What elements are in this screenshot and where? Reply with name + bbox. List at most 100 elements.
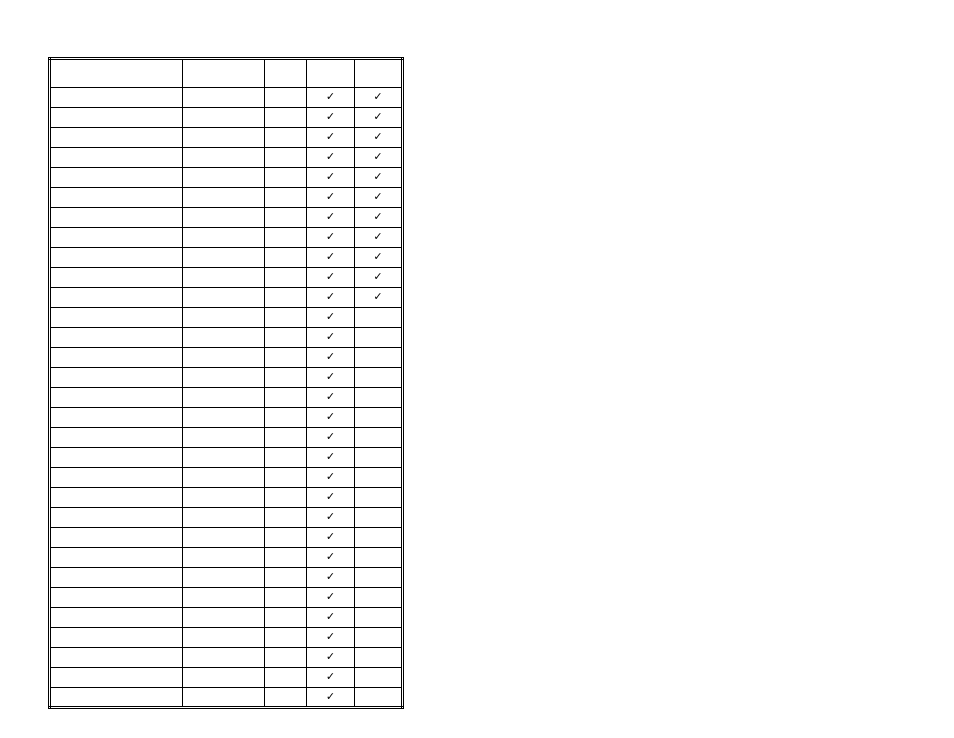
check-icon: ✓ (326, 291, 335, 303)
table-cell (265, 668, 307, 688)
table-cell (183, 528, 265, 548)
table-cell (183, 668, 265, 688)
table-cell (183, 588, 265, 608)
check-cell: ✓ (307, 588, 355, 608)
table-cell (50, 568, 183, 588)
table-row: ✓✓ (50, 228, 403, 248)
table-cell (183, 368, 265, 388)
table-body: ✓✓✓✓✓✓✓✓✓✓✓✓✓✓✓✓✓✓✓✓✓✓✓✓✓✓✓✓✓✓✓✓✓✓✓✓✓✓✓✓… (50, 88, 403, 708)
table-cell (265, 368, 307, 388)
check-cell: ✓ (355, 228, 403, 248)
check-icon: ✓ (373, 131, 382, 143)
check-cell: ✓ (307, 308, 355, 328)
table-cell (265, 608, 307, 628)
check-cell: ✓ (355, 188, 403, 208)
table-row: ✓ (50, 588, 403, 608)
check-cell: ✓ (307, 548, 355, 568)
check-cell (355, 688, 403, 708)
table-cell (50, 88, 183, 108)
check-cell: ✓ (307, 648, 355, 668)
table-cell (265, 568, 307, 588)
table-cell (50, 228, 183, 248)
table-cell (183, 228, 265, 248)
table-row: ✓ (50, 448, 403, 468)
table-cell (50, 608, 183, 628)
check-cell: ✓ (355, 88, 403, 108)
table-cell (265, 308, 307, 328)
check-icon: ✓ (373, 191, 382, 203)
table-row: ✓✓ (50, 188, 403, 208)
check-cell (355, 488, 403, 508)
table-cell (265, 328, 307, 348)
column-header (265, 59, 307, 88)
table-row: ✓ (50, 648, 403, 668)
check-icon: ✓ (326, 311, 335, 323)
check-icon: ✓ (326, 391, 335, 403)
check-cell (355, 508, 403, 528)
check-cell: ✓ (307, 328, 355, 348)
table-cell (183, 188, 265, 208)
table-cell (265, 168, 307, 188)
check-icon: ✓ (326, 131, 335, 143)
table-cell (50, 448, 183, 468)
check-cell: ✓ (307, 428, 355, 448)
check-cell: ✓ (307, 528, 355, 548)
table-cell (183, 328, 265, 348)
table-cell (50, 388, 183, 408)
check-icon: ✓ (326, 231, 335, 243)
table-cell (183, 448, 265, 468)
check-cell: ✓ (307, 508, 355, 528)
table-cell (265, 148, 307, 168)
table-cell (183, 428, 265, 448)
check-icon: ✓ (373, 251, 382, 263)
table-cell (183, 628, 265, 648)
check-icon: ✓ (326, 271, 335, 283)
check-cell: ✓ (307, 208, 355, 228)
table-cell (50, 168, 183, 188)
check-icon: ✓ (326, 431, 335, 443)
table-cell (50, 108, 183, 128)
table-row: ✓ (50, 428, 403, 448)
check-icon: ✓ (326, 91, 335, 103)
check-cell: ✓ (307, 188, 355, 208)
check-cell: ✓ (355, 288, 403, 308)
table-row: ✓✓ (50, 108, 403, 128)
column-header (183, 59, 265, 88)
table-cell (265, 548, 307, 568)
table-cell (265, 448, 307, 468)
table-row: ✓✓ (50, 128, 403, 148)
table-cell (183, 408, 265, 428)
table-row: ✓ (50, 688, 403, 708)
table-cell (183, 348, 265, 368)
check-icon: ✓ (373, 151, 382, 163)
column-header (50, 59, 183, 88)
table-cell (183, 108, 265, 128)
table-cell (50, 428, 183, 448)
check-cell: ✓ (307, 88, 355, 108)
check-cell (355, 528, 403, 548)
table-cell (265, 348, 307, 368)
check-cell: ✓ (307, 488, 355, 508)
table-cell (50, 528, 183, 548)
table-row: ✓ (50, 668, 403, 688)
table-row: ✓ (50, 488, 403, 508)
check-icon: ✓ (373, 211, 382, 223)
table-cell (183, 608, 265, 628)
check-icon: ✓ (326, 651, 335, 663)
check-icon: ✓ (326, 511, 335, 523)
check-cell: ✓ (355, 108, 403, 128)
table-cell (265, 208, 307, 228)
check-cell: ✓ (307, 268, 355, 288)
table-cell (183, 648, 265, 668)
check-icon: ✓ (326, 471, 335, 483)
check-cell (355, 408, 403, 428)
table-cell (183, 168, 265, 188)
check-cell: ✓ (307, 408, 355, 428)
check-cell (355, 568, 403, 588)
check-cell (355, 468, 403, 488)
check-cell: ✓ (355, 208, 403, 228)
check-cell: ✓ (307, 368, 355, 388)
check-cell: ✓ (355, 268, 403, 288)
check-cell: ✓ (307, 388, 355, 408)
check-cell (355, 548, 403, 568)
